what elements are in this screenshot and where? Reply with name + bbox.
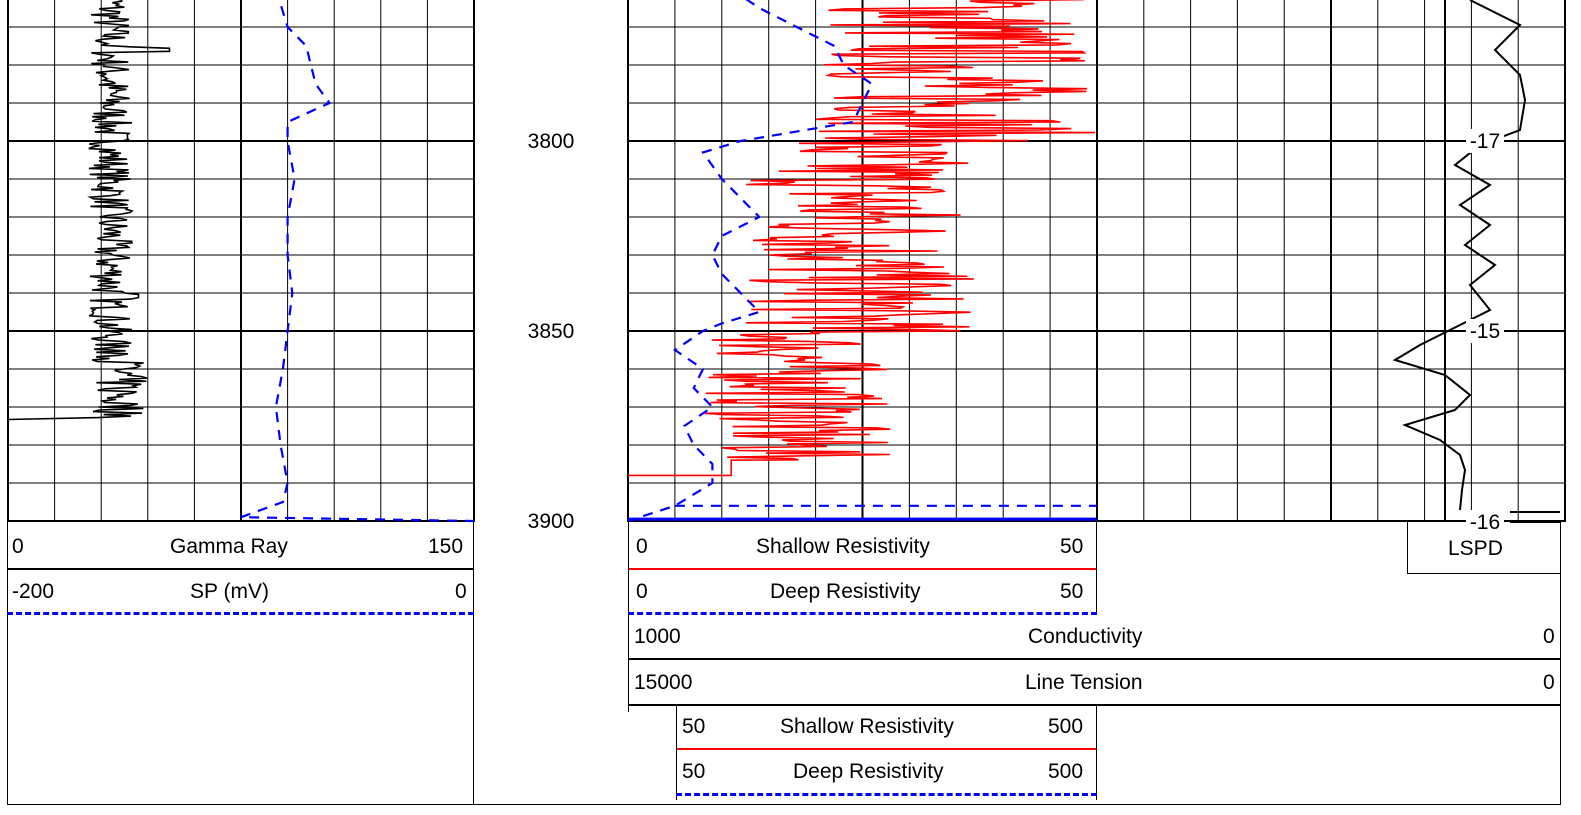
srs2-header-frame [676, 706, 1097, 748]
drs-min: 0 [636, 580, 648, 603]
lspd-label-bg [1466, 510, 1504, 534]
conductivity-curve [1510, 511, 1560, 523]
drs-name: Deep Resistivity [770, 580, 921, 603]
cond-min: 1000 [634, 625, 681, 648]
drs2-header-frame [676, 748, 1097, 800]
lspd-header-frame [1407, 522, 1561, 574]
lt-name: Line Tension [1025, 671, 1143, 694]
gr-header-line [7, 568, 474, 570]
lspd-label-bg [1466, 129, 1504, 153]
track2-header-frame [628, 522, 1097, 568]
lspd-label-bg [1466, 319, 1504, 343]
srs2-min: 50 [682, 715, 706, 738]
cond-name: Conductivity [1028, 625, 1143, 648]
gr-name: Gamma Ray [170, 535, 288, 558]
lspd-label: -17 [1470, 130, 1500, 153]
srs-header-line [628, 568, 1097, 570]
lspd-name: LSPD [1448, 537, 1503, 560]
curves [7, 0, 1560, 523]
gr-min: 0 [12, 535, 24, 558]
deep-resistivity-curve [627, 0, 874, 523]
drs2-header-line [676, 793, 1097, 796]
shallow-resistivity-curve [628, 0, 1096, 477]
lspd-curve [1392, 0, 1527, 511]
sp-curve [240, 0, 475, 523]
lt-min: 15000 [634, 671, 693, 694]
srs-min: 0 [636, 535, 648, 558]
sp-min: -200 [12, 580, 55, 603]
grid-lines [7, 0, 1566, 522]
lspd-label: -16 [1470, 511, 1500, 534]
sp-name: SP (mV) [190, 580, 269, 603]
header-frame-left [7, 522, 474, 805]
header-frame-right [1560, 522, 1561, 805]
cond-header-frame [628, 614, 1561, 660]
sp-header-line [7, 612, 474, 615]
drs2-max: 500 [1048, 760, 1084, 783]
sp-max: 0 [455, 580, 467, 603]
depth-label: 3850 [528, 320, 575, 343]
cond-max: 0 [1543, 625, 1555, 648]
gr-max: 150 [428, 535, 464, 558]
drs-max: 50 [1060, 580, 1084, 603]
lspd-labels: -17 -15 -16 [1466, 129, 1504, 534]
gamma-ray-curve [7, 0, 171, 421]
srs-max: 50 [1060, 535, 1084, 558]
srs2-max: 500 [1048, 715, 1084, 738]
depth-label: 3800 [528, 130, 575, 153]
lt-header-frame [628, 660, 1561, 706]
drs2-min: 50 [682, 760, 706, 783]
drs-header-line [628, 612, 1097, 615]
lt-stub [628, 706, 630, 712]
drs-header-frame [628, 568, 1097, 614]
header-frame-bottom [7, 804, 1561, 805]
srs2-name: Shallow Resistivity [780, 715, 954, 738]
depth-labels: 3800 3850 3900 [528, 130, 575, 533]
srs-name: Shallow Resistivity [756, 535, 930, 558]
lspd-label: -15 [1470, 320, 1500, 343]
lt-max: 0 [1543, 671, 1555, 694]
srs2-header-line [676, 748, 1097, 750]
drs2-name: Deep Resistivity [793, 760, 944, 783]
depth-label: 3900 [528, 510, 575, 533]
